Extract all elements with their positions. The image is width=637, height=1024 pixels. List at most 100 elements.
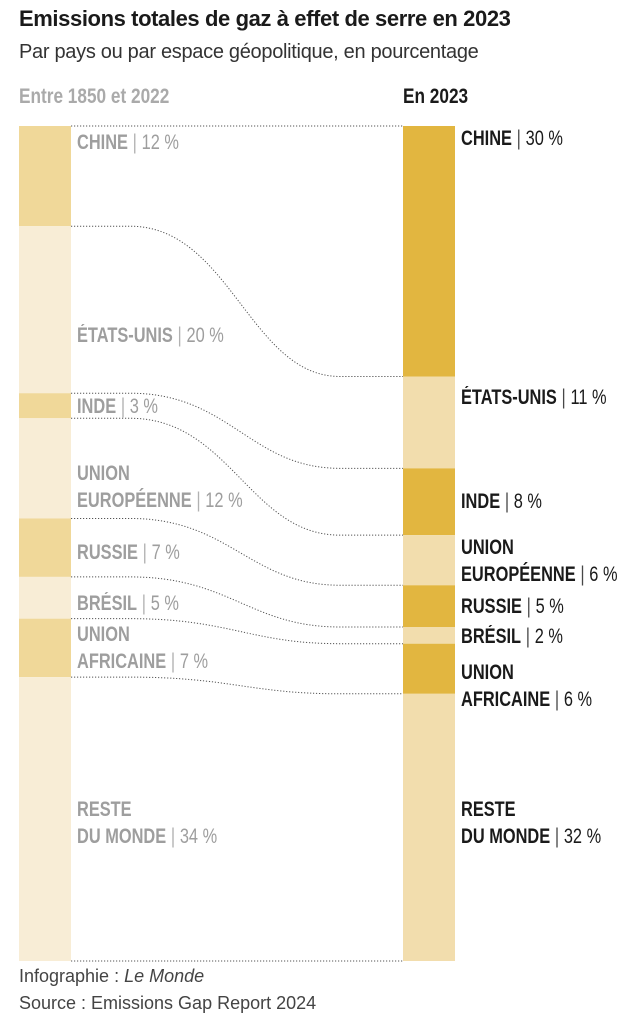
connector-line: [71, 676, 403, 695]
right-bar-segment: [403, 643, 455, 694]
label-separator: |: [141, 592, 147, 615]
label-name: BRÉSIL: [77, 592, 138, 615]
label-line: ÉTATS-UNIS | 20 %: [77, 322, 224, 349]
label-line: BRÉSIL | 5 %: [77, 590, 179, 617]
left-bar-segment: [19, 518, 71, 577]
label-value: 2 %: [534, 625, 563, 648]
label-separator: |: [554, 688, 560, 711]
label-value: 34 %: [179, 825, 218, 848]
label-value: 20 %: [186, 324, 224, 347]
label-name: RUSSIE: [461, 595, 522, 618]
label-separator: |: [554, 825, 560, 848]
label-line: RUSSIE | 5 %: [461, 593, 564, 620]
label-value: 8 %: [513, 490, 542, 513]
label-name: CHINE: [461, 127, 512, 150]
label-value: 6 %: [563, 688, 593, 711]
label-separator: |: [561, 386, 566, 409]
right-label: UNION AFRICAINE | 6 %: [461, 659, 592, 713]
right-label: RESTE DU MONDE | 32 %: [461, 796, 601, 850]
right-column-heading: En 2023: [403, 85, 469, 108]
label-line: CHINE | 12 %: [77, 129, 179, 156]
label-separator: |: [142, 541, 147, 564]
label-value: 11 %: [570, 386, 607, 409]
label-line: AFRICAINE | 7 %: [77, 648, 208, 675]
label-name: UNION: [461, 536, 514, 559]
left-column-heading: Entre 1850 et 2022: [19, 85, 170, 108]
label-line: INDE | 8 %: [461, 488, 542, 515]
left-label: CHINE | 12 %: [77, 129, 179, 156]
chart-title: Emissions totales de gaz à effet de serr…: [19, 6, 511, 31]
left-label: BRÉSIL | 5 %: [77, 590, 179, 617]
label-value: 5 %: [535, 595, 564, 618]
label-line: RUSSIE | 7 %: [77, 539, 180, 566]
label-separator: |: [177, 324, 182, 347]
left-bar-segment: [19, 418, 71, 519]
label-value: 7 %: [179, 650, 209, 673]
label-value: 3 %: [129, 395, 158, 418]
label-line: ÉTATS-UNIS | 11 %: [461, 384, 607, 411]
left-label: RUSSIE | 7 %: [77, 539, 180, 566]
label-separator: |: [504, 490, 510, 513]
label-name: ÉTATS-UNIS: [461, 386, 557, 409]
label-line: UNION: [461, 659, 592, 686]
label-value: 12 %: [205, 489, 243, 512]
label-name: RESTE: [77, 798, 132, 821]
credit: Infographie : Le Monde: [19, 966, 204, 987]
label-separator: |: [170, 825, 176, 848]
label-name: AFRICAINE: [77, 650, 167, 673]
label-name: UNION: [461, 661, 514, 684]
right-label: ÉTATS-UNIS | 11 %: [461, 384, 607, 411]
right-bar-segment: [403, 376, 455, 469]
label-name: AFRICAINE: [461, 688, 551, 711]
left-bar-segment: [19, 677, 71, 961]
left-bar-segment: [19, 126, 71, 227]
right-bar-segment: [403, 585, 455, 627]
left-label: UNION AFRICAINE | 7 %: [77, 621, 208, 675]
label-name: UNION: [77, 623, 130, 646]
right-label: RUSSIE | 5 %: [461, 593, 564, 620]
source: Source : Emissions Gap Report 2024: [19, 993, 317, 1013]
label-value: 30 %: [525, 127, 563, 150]
label-name: ÉTATS-UNIS: [77, 324, 173, 347]
right-label: BRÉSIL | 2 %: [461, 623, 563, 650]
label-name: INDE: [77, 395, 117, 418]
label-line: EUROPÉENNE | 6 %: [461, 561, 618, 588]
label-name: EUROPÉENNE: [461, 563, 576, 586]
connector-line: [71, 517, 403, 586]
label-line: UNION: [77, 460, 243, 487]
label-line: RESTE: [77, 796, 217, 823]
connector-line: [71, 576, 403, 628]
chart-subtitle: Par pays ou par espace géopolitique, en …: [19, 41, 479, 63]
right-label: UNION EUROPÉENNE | 6 %: [461, 534, 618, 588]
left-bar-segment: [19, 393, 71, 419]
label-separator: |: [170, 650, 176, 673]
label-name: EUROPÉENNE: [77, 489, 192, 512]
label-separator: |: [525, 625, 531, 648]
credit-name: Le Monde: [124, 966, 205, 986]
label-name: RUSSIE: [77, 541, 138, 564]
label-value: 32 %: [563, 825, 602, 848]
label-line: CHINE | 30 %: [461, 125, 563, 152]
connector-line: [71, 225, 403, 377]
label-line: UNION: [461, 534, 618, 561]
label-separator: |: [196, 489, 201, 512]
left-label: RESTE DU MONDE | 34 %: [77, 796, 217, 850]
label-name: DU MONDE: [77, 825, 167, 848]
right-bar-segment: [403, 468, 455, 536]
right-bar-segment: [403, 126, 455, 377]
label-value: 12 %: [141, 131, 179, 154]
label-line: DU MONDE | 32 %: [461, 823, 601, 850]
label-line: AFRICAINE | 6 %: [461, 686, 592, 713]
label-line: BRÉSIL | 2 %: [461, 623, 563, 650]
label-line: DU MONDE | 34 %: [77, 823, 217, 850]
label-name: RESTE: [461, 798, 516, 821]
left-bar-segment: [19, 618, 71, 678]
right-bar-segment: [403, 535, 455, 586]
label-separator: |: [516, 127, 521, 150]
label-line: INDE | 3 %: [77, 393, 158, 420]
label-separator: |: [132, 131, 137, 154]
label-line: EUROPÉENNE | 12 %: [77, 487, 243, 514]
left-label: UNION EUROPÉENNE | 12 %: [77, 460, 243, 514]
left-label: ÉTATS-UNIS | 20 %: [77, 322, 224, 349]
